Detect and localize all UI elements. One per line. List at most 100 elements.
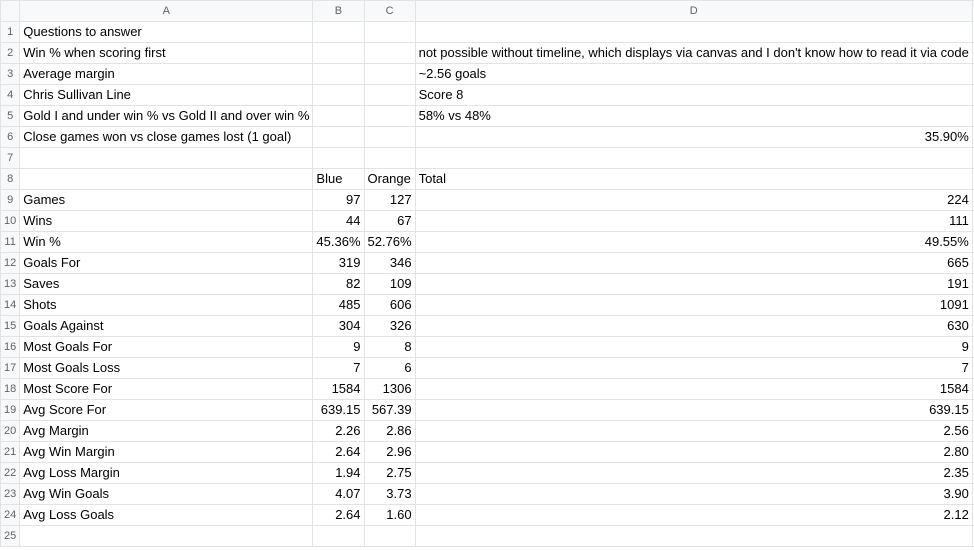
- cell-b3[interactable]: [312, 63, 365, 85]
- cell-b6[interactable]: [312, 126, 365, 148]
- cell-a3[interactable]: Average margin: [19, 63, 314, 85]
- cell-c16[interactable]: 8: [363, 336, 416, 358]
- cell-d9[interactable]: 224: [414, 189, 973, 211]
- cell-a12[interactable]: Goals For: [19, 252, 314, 274]
- cell-b23[interactable]: 4.07: [312, 483, 365, 505]
- column-header-a[interactable]: A: [19, 0, 314, 22]
- cell-b9[interactable]: 97: [312, 189, 365, 211]
- cell-b24[interactable]: 2.64: [312, 504, 365, 526]
- cell-d23[interactable]: 3.90: [414, 483, 973, 505]
- cell-b19[interactable]: 639.15: [312, 399, 365, 421]
- cell-c10[interactable]: 67: [363, 210, 416, 232]
- row-header[interactable]: 1: [0, 21, 21, 43]
- row-header[interactable]: 22: [0, 462, 21, 484]
- cell-c19[interactable]: 567.39: [363, 399, 416, 421]
- cell-b15[interactable]: 304: [312, 315, 365, 337]
- row-header[interactable]: 16: [0, 336, 21, 358]
- cell-c2[interactable]: [363, 42, 416, 64]
- cell-d2[interactable]: not possible without timeline, which dis…: [414, 42, 973, 64]
- cell-e25[interactable]: [971, 525, 974, 547]
- cell-d5[interactable]: 58% vs 48%: [414, 105, 973, 127]
- cell-c17[interactable]: 6: [363, 357, 416, 379]
- row-header[interactable]: 11: [0, 231, 21, 253]
- cell-c4[interactable]: [363, 84, 416, 106]
- cell-c23[interactable]: 3.73: [363, 483, 416, 505]
- cell-d13[interactable]: 191: [414, 273, 973, 295]
- cell-a7[interactable]: [19, 147, 314, 169]
- cell-c5[interactable]: [363, 105, 416, 127]
- cell-b5[interactable]: [312, 105, 365, 127]
- cell-c24[interactable]: 1.60: [363, 504, 416, 526]
- cell-d11[interactable]: 49.55%: [414, 231, 973, 253]
- cell-d22[interactable]: 2.35: [414, 462, 973, 484]
- cell-a6[interactable]: Close games won vs close games lost (1 g…: [19, 126, 314, 148]
- row-header[interactable]: 20: [0, 420, 21, 442]
- cell-b25[interactable]: [312, 525, 365, 547]
- cell-c3[interactable]: [363, 63, 416, 85]
- cell-d21[interactable]: 2.80: [414, 441, 973, 463]
- cell-b10[interactable]: 44: [312, 210, 365, 232]
- cell-a14[interactable]: Shots: [19, 294, 314, 316]
- row-header[interactable]: 3: [0, 63, 21, 85]
- cell-a4[interactable]: Chris Sullivan Line: [19, 84, 314, 106]
- row-header[interactable]: 2: [0, 42, 21, 64]
- cell-a8[interactable]: [19, 168, 314, 190]
- cell-c1[interactable]: [363, 21, 416, 43]
- column-header-b[interactable]: B: [312, 0, 365, 22]
- cell-a16[interactable]: Most Goals For: [19, 336, 314, 358]
- row-header[interactable]: 14: [0, 294, 21, 316]
- row-header[interactable]: 12: [0, 252, 21, 274]
- cell-b13[interactable]: 82: [312, 273, 365, 295]
- cell-a23[interactable]: Avg Win Goals: [19, 483, 314, 505]
- cell-d20[interactable]: 2.56: [414, 420, 973, 442]
- row-header[interactable]: 7: [0, 147, 21, 169]
- cell-b17[interactable]: 7: [312, 357, 365, 379]
- cell-b21[interactable]: 2.64: [312, 441, 365, 463]
- cell-c14[interactable]: 606: [363, 294, 416, 316]
- cell-b16[interactable]: 9: [312, 336, 365, 358]
- column-header-c[interactable]: C: [363, 0, 416, 22]
- cell-c13[interactable]: 109: [363, 273, 416, 295]
- cell-d12[interactable]: 665: [414, 252, 973, 274]
- cell-c11[interactable]: 52.76%: [363, 231, 416, 253]
- cell-a17[interactable]: Most Goals Loss: [19, 357, 314, 379]
- row-header[interactable]: 25: [0, 525, 21, 547]
- row-header[interactable]: 24: [0, 504, 21, 526]
- cell-d25[interactable]: [414, 525, 973, 547]
- cell-a15[interactable]: Goals Against: [19, 315, 314, 337]
- cell-d6[interactable]: 35.90%: [414, 126, 973, 148]
- cell-d3[interactable]: ~2.56 goals: [414, 63, 973, 85]
- cell-d4[interactable]: Score 8: [414, 84, 973, 106]
- cell-d10[interactable]: 111: [414, 210, 973, 232]
- cell-a21[interactable]: Avg Win Margin: [19, 441, 314, 463]
- row-header[interactable]: 23: [0, 483, 21, 505]
- row-header[interactable]: 4: [0, 84, 21, 106]
- cell-d16[interactable]: 9: [414, 336, 973, 358]
- row-header[interactable]: 15: [0, 315, 21, 337]
- row-header[interactable]: 5: [0, 105, 21, 127]
- cell-b11[interactable]: 45.36%: [312, 231, 365, 253]
- cell-a13[interactable]: Saves: [19, 273, 314, 295]
- cell-b18[interactable]: 1584: [312, 378, 365, 400]
- row-header[interactable]: 10: [0, 210, 21, 232]
- cell-c12[interactable]: 346: [363, 252, 416, 274]
- cell-a20[interactable]: Avg Margin: [19, 420, 314, 442]
- cell-d18[interactable]: 1584: [414, 378, 973, 400]
- cell-c21[interactable]: 2.96: [363, 441, 416, 463]
- cell-d7[interactable]: [414, 147, 973, 169]
- cell-b20[interactable]: 2.26: [312, 420, 365, 442]
- cell-a10[interactable]: Wins: [19, 210, 314, 232]
- cell-d24[interactable]: 2.12: [414, 504, 973, 526]
- cell-a11[interactable]: Win %: [19, 231, 314, 253]
- cell-c9[interactable]: 127: [363, 189, 416, 211]
- cell-d19[interactable]: 639.15: [414, 399, 973, 421]
- cell-c18[interactable]: 1306: [363, 378, 416, 400]
- cell-c7[interactable]: [363, 147, 416, 169]
- cell-c8[interactable]: Orange: [363, 168, 416, 190]
- row-header[interactable]: 19: [0, 399, 21, 421]
- cell-b12[interactable]: 319: [312, 252, 365, 274]
- cell-c6[interactable]: [363, 126, 416, 148]
- cell-d14[interactable]: 1091: [414, 294, 973, 316]
- row-header[interactable]: 21: [0, 441, 21, 463]
- cell-a25[interactable]: [19, 525, 314, 547]
